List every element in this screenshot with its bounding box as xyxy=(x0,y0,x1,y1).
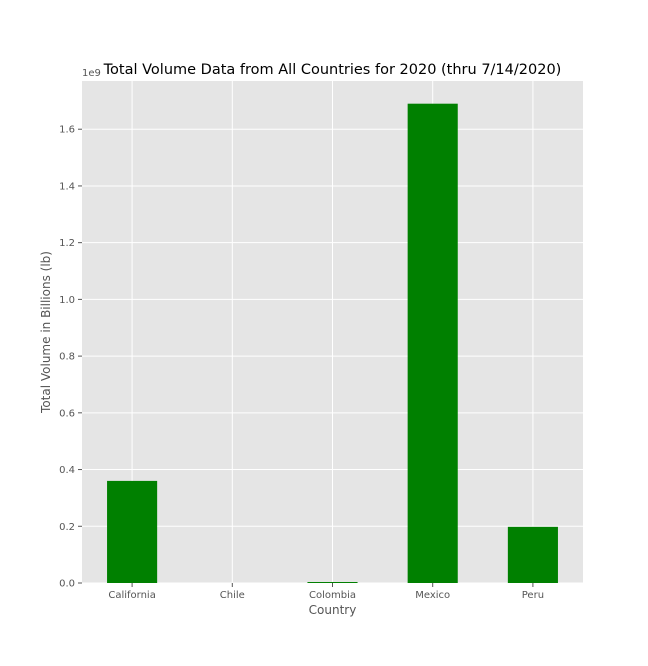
y-tick-label: 1.6 xyxy=(59,125,75,136)
y-axis-offset-label: 1e9 xyxy=(82,68,101,79)
y-tick-label: 1.4 xyxy=(59,181,75,192)
bar-colombia xyxy=(307,582,358,583)
x-axis-ticks: California Chile Colombia Mexico Peru xyxy=(108,583,544,601)
chart-title: Total Volume Data from All Countries for… xyxy=(103,62,562,78)
bars xyxy=(107,103,558,583)
y-tick-label: 1.2 xyxy=(59,238,75,249)
y-tick-label: 1.0 xyxy=(59,295,75,306)
x-tick-label: Mexico xyxy=(415,590,450,601)
y-tick-label: 0.2 xyxy=(59,522,75,533)
x-axis-label: Country xyxy=(309,603,357,617)
x-tick-label: Colombia xyxy=(309,590,356,601)
y-tick-label: 0.8 xyxy=(59,352,75,363)
bar-california xyxy=(107,480,158,583)
x-tick-label: California xyxy=(108,590,156,601)
y-axis-ticks: 0.0 0.2 0.4 0.6 0.8 1.0 1.2 1.4 1.6 xyxy=(59,125,82,590)
x-tick-label: Peru xyxy=(522,590,544,601)
y-tick-label: 0.6 xyxy=(59,408,75,419)
bar-peru xyxy=(507,526,558,583)
y-tick-label: 0.4 xyxy=(59,465,75,476)
x-tick-label: Chile xyxy=(220,590,245,601)
y-tick-label: 0.0 xyxy=(59,579,75,590)
bar-mexico xyxy=(407,103,458,583)
y-axis-label: Total Volume in Billions (lb) xyxy=(39,251,53,414)
